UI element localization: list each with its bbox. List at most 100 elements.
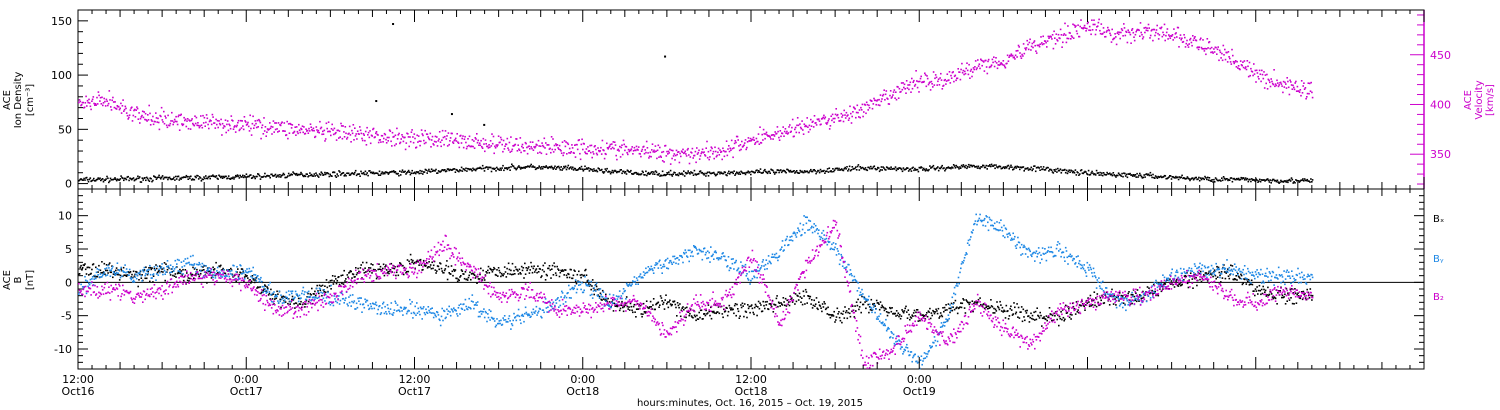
velocity-point — [1213, 51, 1216, 53]
bx-point — [215, 261, 217, 264]
density-point — [527, 165, 530, 168]
velocity-point — [1183, 34, 1185, 36]
density-point — [1279, 181, 1281, 184]
velocity-point — [1009, 55, 1012, 57]
bx-point — [997, 306, 1000, 309]
density-point — [995, 164, 997, 166]
bx-point — [705, 309, 707, 312]
velocity-point — [517, 144, 519, 146]
density-point — [320, 171, 323, 173]
density-point — [117, 179, 120, 181]
velocity-point — [1246, 60, 1249, 62]
density-point — [403, 171, 405, 173]
bx-point — [853, 316, 856, 318]
velocity-point — [741, 140, 743, 143]
density-point — [664, 174, 667, 177]
velocity-point — [157, 117, 159, 120]
bx-point — [911, 314, 913, 316]
bx-point — [1001, 306, 1004, 309]
density-point — [642, 171, 644, 174]
by-point — [166, 265, 168, 268]
bx-point — [632, 305, 635, 308]
bx-point — [520, 265, 523, 268]
velocity-point — [1242, 61, 1244, 63]
density-point — [781, 170, 784, 172]
velocity-point — [350, 141, 352, 143]
velocity-point — [417, 135, 420, 137]
bx-point — [476, 282, 478, 284]
velocity-point — [1048, 37, 1050, 39]
by-point — [89, 278, 92, 281]
bx-point — [809, 295, 812, 298]
velocity-point — [637, 146, 640, 148]
bx-point — [512, 273, 514, 276]
density-point — [130, 178, 133, 181]
by-point — [170, 271, 173, 273]
density-point — [532, 165, 534, 167]
bx-point — [880, 306, 883, 309]
bx-point — [1257, 293, 1259, 295]
density-point — [161, 175, 164, 177]
density-point — [686, 172, 689, 174]
density-point — [259, 178, 262, 180]
bx-point — [547, 267, 549, 270]
bx-point — [817, 308, 819, 311]
velocity-point — [240, 127, 243, 129]
density-point — [563, 166, 566, 169]
bx-point — [1189, 275, 1191, 277]
bx-point — [747, 304, 749, 306]
velocity-point — [323, 129, 326, 132]
velocity-point — [657, 144, 660, 147]
velocity-point — [1299, 89, 1302, 91]
b-tick-label: 5 — [65, 243, 72, 256]
density-point — [758, 171, 761, 173]
density-point — [139, 181, 142, 183]
velocity-point — [890, 97, 893, 99]
bx-point — [979, 297, 981, 299]
density-point — [1135, 176, 1137, 178]
density-point — [400, 171, 403, 173]
density-point — [248, 175, 250, 178]
velocity-point — [160, 115, 162, 118]
density-point — [378, 170, 381, 173]
density-point — [499, 167, 502, 170]
density-point — [824, 172, 826, 174]
velocity-point — [751, 138, 754, 141]
density-point — [1305, 179, 1308, 182]
bx-point — [125, 275, 128, 277]
bx-point — [1255, 290, 1258, 292]
bx-point — [537, 271, 540, 273]
density-point — [720, 172, 723, 174]
bx-point — [252, 278, 254, 280]
velocity-point — [1272, 83, 1275, 86]
bx-point — [1173, 286, 1176, 288]
bx-point — [469, 271, 471, 274]
density-point — [624, 171, 627, 173]
velocity-point — [1098, 18, 1100, 21]
velocity-point — [264, 126, 267, 128]
velocity-point — [910, 91, 912, 93]
density-point — [847, 170, 849, 172]
bx-point — [100, 272, 102, 274]
density-point — [149, 177, 151, 179]
bx-point — [630, 305, 633, 308]
density-point — [247, 175, 249, 178]
bx-point — [414, 267, 416, 270]
bx-point — [877, 302, 879, 304]
velocity-point — [918, 91, 920, 93]
bx-point — [770, 304, 772, 306]
density-point — [124, 177, 127, 180]
velocity-point — [492, 135, 495, 138]
bx-point — [576, 273, 579, 276]
bx-point — [716, 311, 719, 313]
velocity-point — [688, 162, 691, 165]
bx-point — [372, 264, 374, 266]
bx-point — [734, 303, 737, 305]
bx-point — [126, 274, 129, 276]
velocity-point — [125, 112, 128, 114]
velocity-point — [325, 122, 328, 125]
bx-point — [1132, 294, 1134, 296]
by-point — [143, 266, 146, 269]
by-point — [124, 264, 126, 266]
density-point — [362, 171, 365, 174]
